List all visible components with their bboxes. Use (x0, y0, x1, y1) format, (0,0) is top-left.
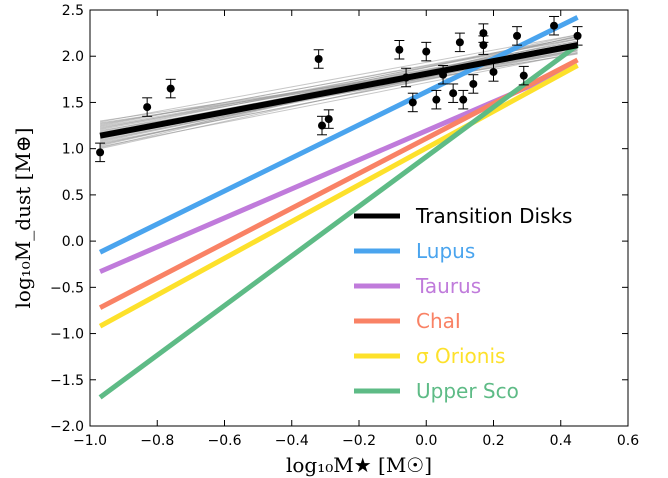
legend-label: ChaI (416, 309, 461, 333)
legend-item-taurus: Taurus (354, 274, 481, 298)
legend-item-chai: ChaI (354, 309, 461, 333)
legend: Transition Disks Lupus Taurus ChaI σ Orionis… (354, 204, 572, 403)
x-tick-label: 0.0 (415, 433, 437, 449)
legend-item-upper-sco: Upper Sco (354, 379, 519, 403)
posterior-line (99, 38, 578, 126)
legend-label: Upper Sco (416, 379, 519, 403)
series-line-upper-sco (98, 43, 580, 400)
series-line-lupus (98, 15, 579, 255)
y-tick-label: 2.5 (62, 3, 84, 19)
x-tick-label: 0.2 (482, 433, 504, 449)
posterior-line (99, 34, 578, 123)
data-point (407, 92, 418, 113)
y-tick-label: 0.5 (62, 188, 84, 204)
y-axis-label: log₁₀M_dust [M⊕] (11, 128, 35, 309)
y-tick-label: −2.0 (50, 419, 84, 435)
data-point (438, 64, 449, 85)
point-marker (318, 121, 327, 130)
point-marker (432, 95, 441, 104)
point-marker (402, 73, 411, 82)
data-point (512, 26, 523, 46)
x-tick-label: 0.6 (617, 433, 639, 449)
data-point (572, 26, 583, 46)
y-tick-label: −1.5 (50, 373, 84, 389)
point-marker (489, 67, 498, 76)
point-marker (513, 31, 522, 40)
x-tick-label: −1.0 (73, 433, 107, 449)
point-marker (143, 103, 152, 112)
data-point (468, 74, 479, 94)
x-tick-label: −0.6 (208, 433, 242, 449)
data-point (478, 35, 489, 55)
data-point (549, 15, 560, 36)
data-point (317, 115, 328, 136)
data-points (95, 15, 583, 163)
point-marker (449, 89, 458, 98)
y-tick-label: 1.0 (62, 142, 84, 158)
legend-label: Transition Disks (415, 204, 572, 228)
data-point (95, 142, 106, 163)
series-line-orionis (98, 63, 579, 329)
data-point (488, 62, 499, 82)
point-marker (395, 45, 404, 54)
point-marker (96, 148, 105, 157)
x-axis-label: log₁₀M★ [M☉] (286, 453, 432, 477)
data-point (165, 78, 176, 99)
data-point (458, 89, 469, 110)
point-marker (422, 47, 431, 56)
point-marker (573, 31, 582, 40)
point-marker (314, 54, 323, 63)
data-point (394, 40, 405, 60)
fit-lines (98, 15, 580, 400)
point-marker (439, 70, 448, 79)
x-tick-label: −0.8 (140, 433, 174, 449)
point-marker (459, 95, 468, 104)
legend-label: Lupus (416, 239, 475, 263)
axis-ticks: −1.0 −0.8 −0.6 −0.4 −0.2 0.0 0.2 0.4 0.6 −2.0 −1.5… (50, 3, 639, 449)
data-point (421, 41, 432, 62)
y-tick-label: −0.5 (50, 280, 84, 296)
point-marker (550, 21, 559, 30)
x-tick-label: −0.2 (342, 433, 376, 449)
y-tick-label: −1.0 (50, 327, 84, 343)
point-marker (408, 98, 417, 107)
point-marker (455, 38, 464, 47)
y-tick-label: 1.5 (62, 95, 84, 111)
data-point (518, 65, 529, 86)
legend-label: Taurus (415, 274, 481, 298)
data-point (401, 67, 412, 88)
data-point (313, 49, 324, 69)
series-line-transition-disks (99, 42, 579, 139)
point-marker (479, 29, 488, 38)
data-point (323, 109, 334, 129)
posterior-line (99, 50, 578, 144)
data-point (478, 23, 489, 43)
legend-item-orionis: σ Orionis (354, 344, 505, 368)
legend-item-lupus: Lupus (354, 239, 475, 263)
x-tick-label: −0.4 (275, 433, 309, 449)
legend-item-transition-disks: Transition Disks (354, 204, 572, 228)
point-marker (519, 71, 528, 80)
posterior-line (99, 52, 578, 148)
point-marker (324, 115, 333, 124)
point-marker (166, 84, 175, 93)
legend-label: σ Orionis (416, 344, 505, 368)
data-point (431, 89, 442, 110)
data-point (142, 97, 153, 117)
data-point (454, 32, 465, 53)
point-marker (479, 41, 488, 50)
y-tick-label: 2.0 (62, 49, 84, 65)
x-tick-label: 0.4 (550, 433, 572, 449)
data-point (448, 83, 459, 103)
y-tick-label: 0.0 (62, 234, 84, 250)
point-marker (469, 79, 478, 88)
